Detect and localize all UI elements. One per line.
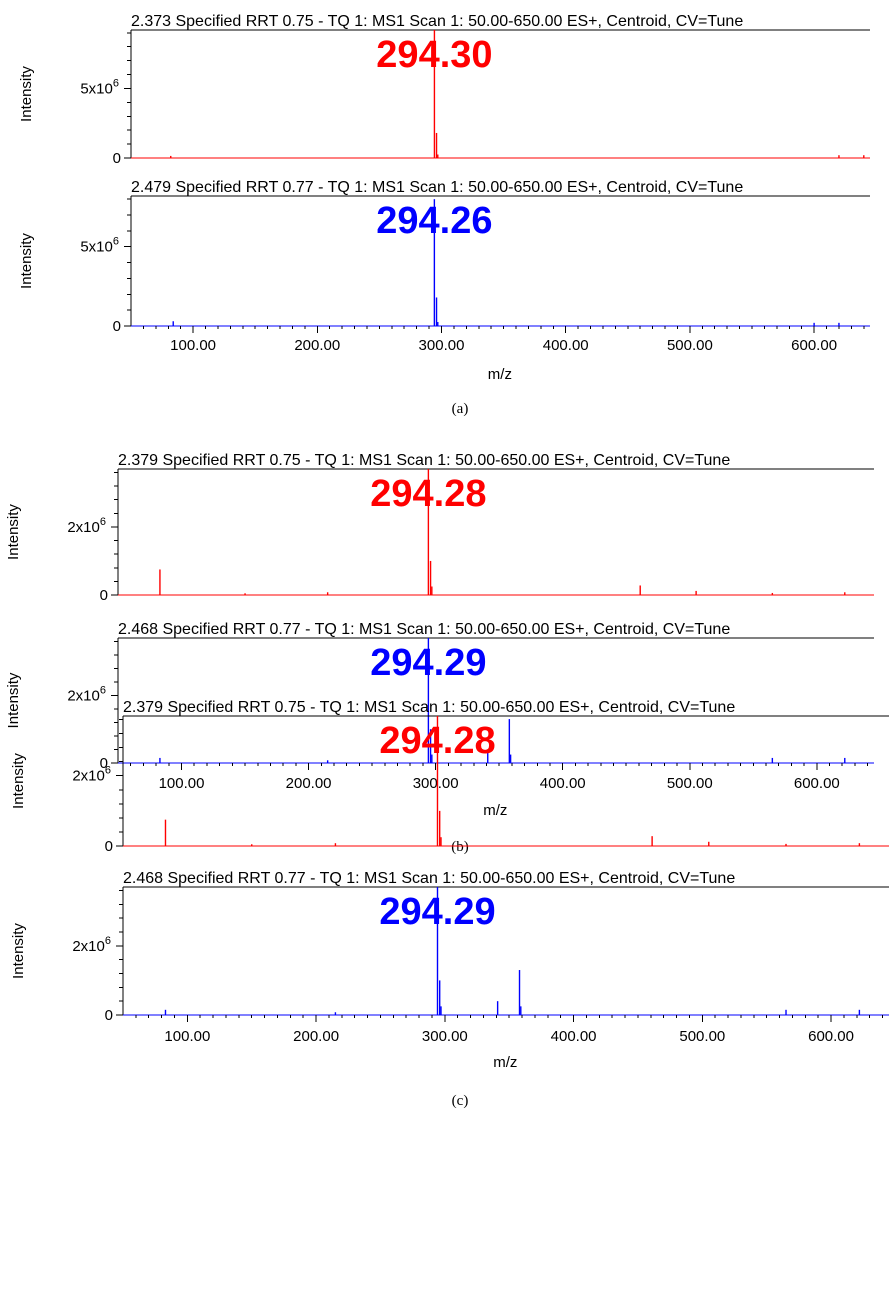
y-tick-label: 5x106	[80, 236, 119, 256]
x-tick-label: 300.00	[422, 1028, 468, 1045]
spectrum-panel: 2.468 Specified RRT 0.77 - TQ 1: MS1 Sca…	[5, 621, 874, 772]
base-peak-label: 294.29	[370, 642, 486, 684]
y-axis-label: Intensity	[5, 672, 22, 728]
y-tick-label-zero: 0	[100, 587, 108, 604]
scan-title: 2.379 Specified RRT 0.75 - TQ 1: MS1 Sca…	[123, 699, 735, 716]
spectrum-panel: 2.379 Specified RRT 0.75 - TQ 1: MS1 Sca…	[5, 452, 874, 604]
subfigure-caption: (a)	[452, 401, 469, 417]
spectrum-group-1: 2.373 Specified RRT 0.75 - TQ 1: MS1 Sca…	[18, 13, 870, 417]
x-tick-label: 500.00	[667, 337, 713, 354]
spectrum-panel: 2.373 Specified RRT 0.75 - TQ 1: MS1 Sca…	[18, 13, 870, 167]
spectrum-group-2: 2.379 Specified RRT 0.75 - TQ 1: MS1 Sca…	[5, 452, 874, 855]
base-peak-label: 294.28	[379, 720, 495, 762]
base-peak-label: 294.30	[376, 34, 492, 76]
x-axis-label: m/z	[493, 1054, 517, 1071]
y-tick-label: 2x106	[67, 684, 106, 704]
subfigure-caption: (c)	[452, 1093, 469, 1109]
y-tick-label-zero: 0	[105, 1007, 113, 1024]
y-tick-label: 2x106	[67, 516, 106, 536]
base-peak-label: 294.29	[379, 891, 495, 933]
y-tick-label: 2x106	[72, 935, 111, 955]
x-tick-label: 500.00	[679, 1028, 725, 1045]
base-peak-label: 294.28	[370, 473, 486, 515]
y-axis-label: Intensity	[5, 504, 22, 560]
y-axis-label: Intensity	[18, 66, 35, 122]
y-tick-label: 5x106	[80, 77, 119, 97]
y-axis-label: Intensity	[10, 753, 27, 809]
x-tick-label: 400.00	[551, 1028, 597, 1045]
x-axis-label: m/z	[488, 366, 512, 383]
x-tick-label: 100.00	[164, 1028, 210, 1045]
x-tick-label: 200.00	[294, 337, 340, 354]
y-axis-label: Intensity	[18, 233, 35, 289]
x-tick-label: 600.00	[808, 1028, 854, 1045]
y-tick-label-zero: 0	[113, 318, 121, 335]
scan-title: 2.468 Specified RRT 0.77 - TQ 1: MS1 Sca…	[118, 621, 730, 638]
scan-title: 2.379 Specified RRT 0.75 - TQ 1: MS1 Sca…	[118, 452, 730, 469]
x-tick-label: 600.00	[791, 337, 837, 354]
y-tick-label-zero: 0	[105, 838, 113, 855]
x-tick-label: 400.00	[543, 337, 589, 354]
base-peak-label: 294.26	[376, 200, 492, 242]
x-tick-label: 500.00	[667, 775, 713, 792]
x-tick-label: 200.00	[293, 1028, 339, 1045]
x-tick-label: 200.00	[286, 775, 332, 792]
x-tick-label: 300.00	[419, 337, 465, 354]
x-axis-label: m/z	[483, 802, 507, 819]
spectrum-panel: 2.479 Specified RRT 0.77 - TQ 1: MS1 Sca…	[18, 179, 870, 335]
scan-title: 2.479 Specified RRT 0.77 - TQ 1: MS1 Sca…	[131, 179, 743, 196]
y-tick-label: 2x106	[72, 765, 111, 785]
spectrum-panel: 2.468 Specified RRT 0.77 - TQ 1: MS1 Sca…	[10, 870, 889, 1024]
x-tick-label: 300.00	[413, 775, 459, 792]
y-tick-label-zero: 0	[100, 755, 108, 772]
spectrum-panel: 2.379 Specified RRT 0.75 - TQ 1: MS1 Sca…	[10, 699, 889, 855]
subfigure-caption: (b)	[451, 839, 469, 855]
y-axis-label: Intensity	[10, 923, 27, 979]
scan-title: 2.468 Specified RRT 0.77 - TQ 1: MS1 Sca…	[123, 870, 735, 887]
y-tick-label-zero: 0	[113, 150, 121, 167]
x-tick-label: 100.00	[170, 337, 216, 354]
spectrum-group-3: 2.379 Specified RRT 0.75 - TQ 1: MS1 Sca…	[10, 699, 889, 1109]
scan-title: 2.373 Specified RRT 0.75 - TQ 1: MS1 Sca…	[131, 13, 743, 30]
x-tick-label: 400.00	[540, 775, 586, 792]
x-tick-label: 600.00	[794, 775, 840, 792]
x-tick-label: 100.00	[159, 775, 205, 792]
